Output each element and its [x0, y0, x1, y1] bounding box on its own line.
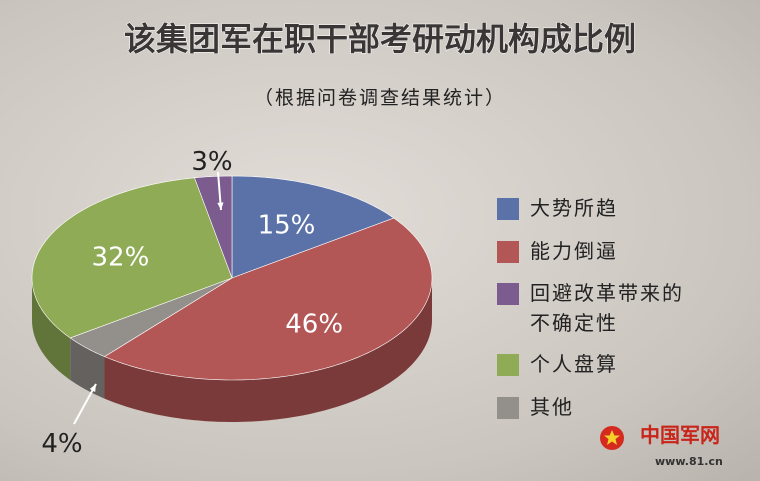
- slice: [231, 175, 395, 279]
- legend-swatch: [497, 283, 519, 305]
- slice: [31, 177, 233, 339]
- value-label: 3%: [191, 147, 232, 177]
- legend-label: 个人盘算: [530, 352, 618, 376]
- legend-label: 大势所趋: [530, 196, 618, 220]
- slice-side: [70, 337, 105, 399]
- watermark-logo: [600, 426, 624, 450]
- watermark-url: www.81.cn: [655, 455, 723, 468]
- callout-arrowhead: [217, 202, 224, 210]
- legend-swatch: [497, 198, 519, 220]
- legend-label: 其他: [530, 395, 574, 419]
- value-label: 4%: [41, 429, 82, 459]
- callout-arrow: [73, 383, 97, 425]
- chart-subtitle: （根据问卷调查结果统计）: [254, 87, 506, 109]
- slice-side: [32, 278, 71, 380]
- value-label: 46%: [285, 310, 343, 340]
- slice-side: [104, 278, 433, 422]
- value-label: 32%: [92, 242, 150, 272]
- legend-label: 能力倒逼: [530, 239, 618, 263]
- legend-label: 回避改革带来的不确定性: [530, 281, 684, 335]
- legend-swatch: [497, 397, 519, 419]
- slice: [69, 277, 233, 357]
- slice: [103, 217, 433, 381]
- legend-swatch: [497, 241, 519, 263]
- slice: [194, 175, 233, 279]
- pie-sides: [32, 278, 433, 422]
- legend-swatch: [497, 354, 519, 376]
- callout-arrowhead: [89, 384, 96, 392]
- chart-title: 该集团军在职干部考研动机构成比例: [124, 20, 636, 58]
- watermark-text: 中国军网: [640, 423, 720, 447]
- value-label: 15%: [258, 210, 316, 240]
- pie-tops: [31, 175, 433, 381]
